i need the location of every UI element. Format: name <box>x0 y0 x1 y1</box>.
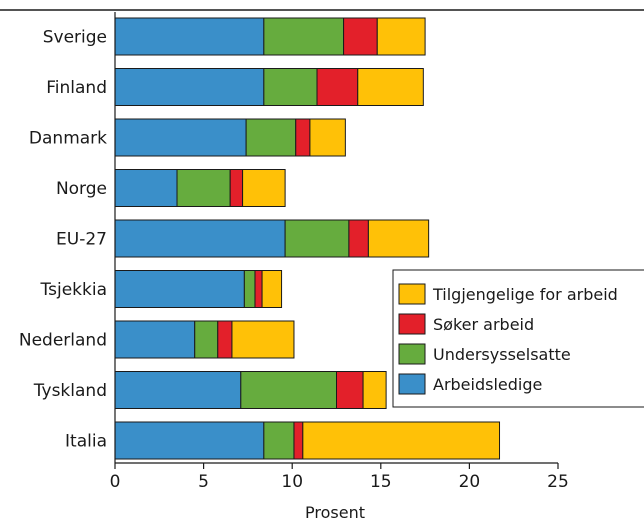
bar-segment-tyskland-arbeidsledige <box>114 371 242 409</box>
bar-segment-finland-soker-arbeid <box>316 68 359 106</box>
bar-segment-finland-arbeidsledige <box>114 68 265 106</box>
bar-segment-norge-undersysselsatte <box>176 169 231 207</box>
bar-segment-sverige-tilgjengelige-for-arbeid <box>376 17 426 56</box>
bar-segment-sverige-undersysselsatte <box>263 17 345 56</box>
bar-segment-tyskland-soker-arbeid <box>336 371 364 409</box>
bar-segment-italia-undersysselsatte <box>263 421 295 460</box>
bar-segment-italia-arbeidsledige <box>114 421 265 460</box>
bar-segment-eu-27-undersysselsatte <box>284 219 350 258</box>
bar-segment-nederland-soker-arbeid <box>217 320 233 359</box>
legend-swatch-undersysselsatte <box>398 343 426 365</box>
bar-segment-danmark-soker-arbeid <box>295 118 311 157</box>
legend-swatch-arbeidsledige <box>398 373 426 395</box>
bar-segment-tyskland-undersysselsatte <box>240 371 337 409</box>
category-label-tyskland: Tyskland <box>33 381 107 401</box>
bar-segment-nederland-arbeidsledige <box>114 320 196 359</box>
bar-segment-tsjekkia-undersysselsatte <box>243 270 256 308</box>
legend: Tilgjengelige for arbeid Søker arbeid Unde… <box>392 269 644 408</box>
bar-segment-italia-tilgjengelige-for-arbeid <box>302 421 501 460</box>
category-label-finland: Finland <box>46 78 107 98</box>
bar-segment-eu-27-soker-arbeid <box>348 219 369 258</box>
category-label-italia: Italia <box>65 432 107 452</box>
category-label-nederland: Nederland <box>19 331 107 351</box>
legend-label-soker-arbeid: Søker arbeid <box>433 315 534 334</box>
bar-segment-finland-undersysselsatte <box>263 68 318 106</box>
legend-label-undersysselsatte: Undersysselsatte <box>433 345 571 364</box>
bar-segment-norge-soker-arbeid <box>229 169 244 207</box>
bar-segment-sverige-soker-arbeid <box>343 17 378 56</box>
category-label-eu-27: EU-27 <box>56 230 107 250</box>
x-axis-title: Prosent <box>305 503 365 522</box>
bar-segment-norge-tilgjengelige-for-arbeid <box>242 169 286 207</box>
legend-swatch-soker-arbeid <box>398 313 426 335</box>
bar-segment-tsjekkia-soker-arbeid <box>254 270 263 308</box>
x-tick-label-10: 10 <box>281 472 303 492</box>
bar-segment-nederland-undersysselsatte <box>194 320 219 359</box>
bar-segment-tyskland-tilgjengelige-for-arbeid <box>362 371 387 409</box>
legend-box <box>392 269 644 408</box>
bar-segment-finland-tilgjengelige-for-arbeid <box>357 68 424 106</box>
x-tick-label-15: 15 <box>370 472 392 492</box>
bar-segment-tsjekkia-arbeidsledige <box>114 270 245 308</box>
category-label-danmark: Danmark <box>29 129 107 149</box>
bar-segment-eu-27-arbeidsledige <box>114 219 286 258</box>
x-tick-label-5: 5 <box>198 472 209 492</box>
x-tick-label-0: 0 <box>110 472 121 492</box>
bar-segment-nederland-tilgjengelige-for-arbeid <box>231 320 295 359</box>
x-tick-label-20: 20 <box>459 472 481 492</box>
legend-label-tilgjengelige-for-arbeid: Tilgjengelige for arbeid <box>432 285 618 304</box>
bar-segment-norge-arbeidsledige <box>114 169 178 207</box>
legend-label-arbeidsledige: Arbeidsledige <box>433 375 542 394</box>
x-tick-label-25: 25 <box>547 472 569 492</box>
bar-segment-sverige-arbeidsledige <box>114 17 265 56</box>
category-label-sverige: Sverige <box>43 28 107 48</box>
category-label-norge: Norge <box>56 179 107 199</box>
bar-segment-eu-27-tilgjengelige-for-arbeid <box>367 219 430 258</box>
bar-segment-danmark-tilgjengelige-for-arbeid <box>309 118 346 157</box>
x-axis: 0 5 10 15 20 25 <box>110 12 569 492</box>
legend-swatch-tilgjengelige-for-arbeid <box>398 283 426 305</box>
bar-segment-tsjekkia-tilgjengelige-for-arbeid <box>261 270 283 308</box>
bar-segment-italia-soker-arbeid <box>293 421 304 460</box>
plot-area: Sverige Finland Danmark Norge EU-27 Tsjekkia N… <box>19 17 501 460</box>
category-label-tsjekkia: Tsjekkia <box>40 280 107 300</box>
bar-segment-danmark-undersysselsatte <box>245 118 297 157</box>
bar-segment-danmark-arbeidsledige <box>114 118 247 157</box>
